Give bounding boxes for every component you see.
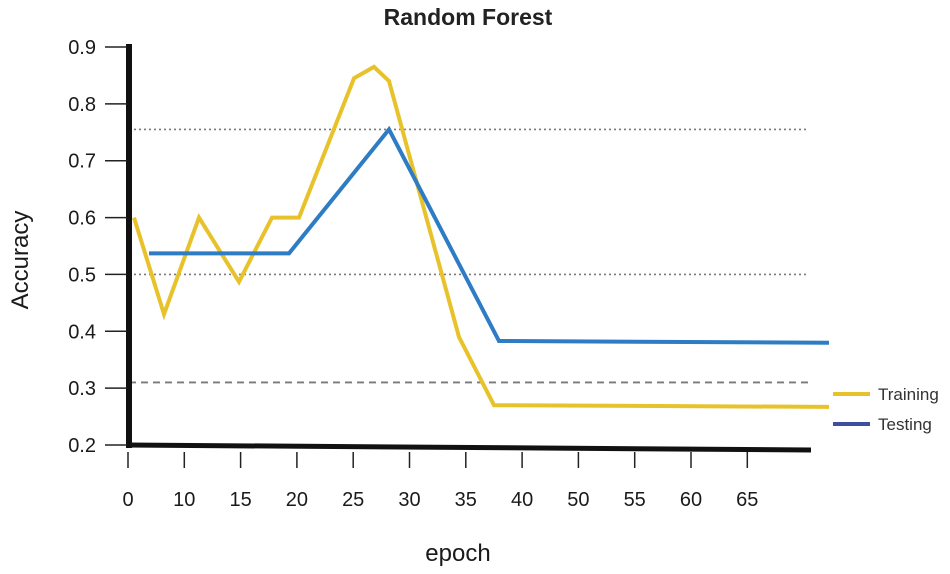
series-line-training [132,64,830,409]
y-tick-label: 0.3 [68,378,96,400]
y-axis-label: Accuracy [7,211,34,310]
chart-title: Random Forest [384,4,553,30]
x-tick-label: 55 [624,489,646,511]
legend-label-training: Training [878,385,939,404]
x-tick-label: 30 [398,489,420,511]
y-tick-label: 0.5 [68,264,96,286]
series-line-testing [149,125,830,345]
x-tick-label: 65 [736,489,758,511]
x-tick-label: 0 [122,489,133,511]
series-lines [132,64,830,409]
x-tick-label: 35 [455,489,477,511]
x-tick-label: 15 [229,489,251,511]
legend: Training Testing [833,385,939,434]
x-tick-label: 40 [511,489,533,511]
reference-lines [129,128,808,384]
x-tick-label: 60 [680,489,702,511]
y-tick-label: 0.2 [68,435,96,457]
y-tick-label: 0.8 [68,94,96,116]
x-axis-label: epoch [425,540,490,567]
axes [125,44,812,453]
y-tick-label: 0.7 [68,151,96,173]
y-tick-label: 0.9 [68,37,96,59]
y-tick-label: 0.4 [68,321,96,343]
x-tick-label: 25 [342,489,364,511]
y-tick-label: 0.6 [68,208,96,230]
x-tick-label: 10 [173,489,195,511]
x-tick-label: 20 [286,489,308,511]
x-tick-label: 50 [567,489,589,511]
legend-label-testing: Testing [878,415,932,434]
x-ticks: 0 10 15 20 25 30 35 40 50 55 60 65 [122,452,758,511]
x-axis-line [125,442,812,453]
y-ticks: 0.9 0.8 0.7 0.6 0.5 0.4 0.3 0.2 [68,37,127,457]
